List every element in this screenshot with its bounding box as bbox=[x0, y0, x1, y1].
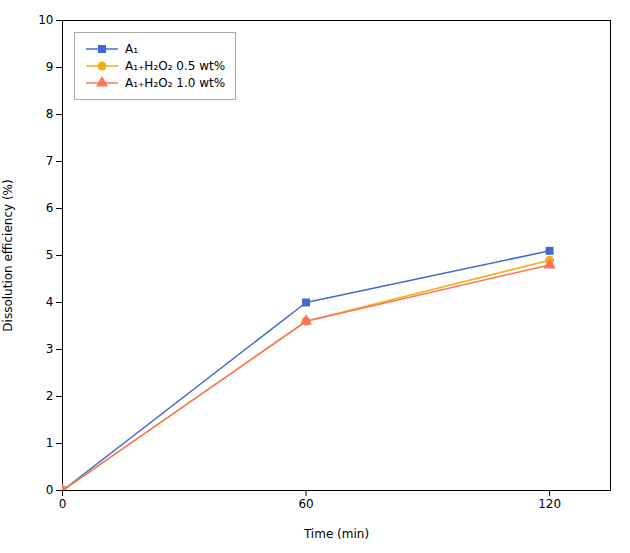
svg-text:0: 0 bbox=[59, 497, 67, 511]
svg-text:3: 3 bbox=[46, 342, 54, 356]
html-text:A₁₊H₂O₂ 1.0 wt%: A₁₊H₂O₂ 1.0 wt% bbox=[125, 76, 226, 90]
svg-text:6: 6 bbox=[46, 201, 54, 215]
svg-text:5: 5 bbox=[46, 248, 54, 262]
svg-text:Time (min): Time (min) bbox=[303, 527, 369, 541]
svg-text:120: 120 bbox=[538, 497, 561, 511]
svg-text:1: 1 bbox=[46, 436, 54, 450]
svg-text:9: 9 bbox=[46, 60, 54, 74]
html-text:A₁: A₁ bbox=[125, 42, 138, 56]
svg-text:8: 8 bbox=[46, 107, 54, 121]
svg-text:60: 60 bbox=[298, 497, 313, 511]
svg-text:0: 0 bbox=[46, 483, 54, 497]
svg-text:7: 7 bbox=[46, 154, 54, 168]
svg-text:Dissolution efficiency (%): Dissolution efficiency (%) bbox=[1, 179, 15, 331]
svg-text:4: 4 bbox=[46, 295, 54, 309]
svg-text:2: 2 bbox=[46, 389, 54, 403]
html-text:A₁₊H₂O₂ 0.5 wt%: A₁₊H₂O₂ 0.5 wt% bbox=[125, 59, 226, 73]
svg-text:10: 10 bbox=[38, 13, 53, 27]
